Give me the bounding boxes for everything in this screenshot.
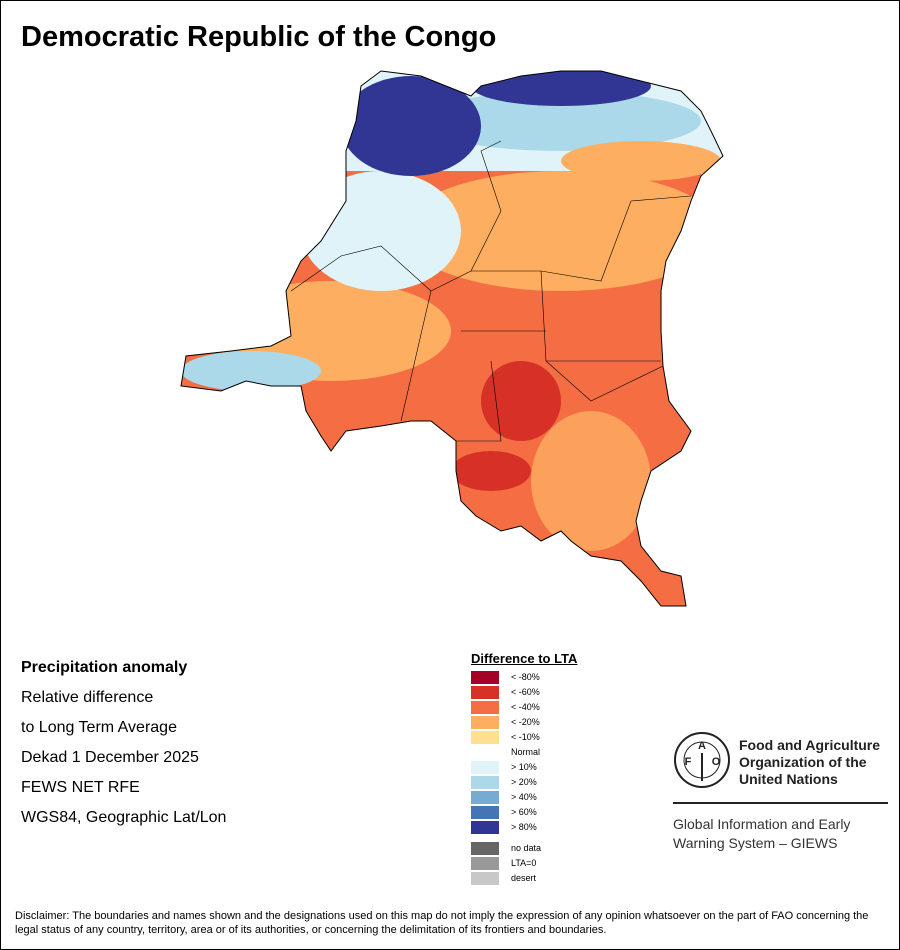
legend-label: > 40% xyxy=(511,792,537,802)
legend-label: desert xyxy=(511,873,537,883)
legend-label: < -20% xyxy=(511,717,540,727)
legend-swatch xyxy=(471,761,499,774)
legend-swatch xyxy=(471,686,499,699)
legend-label: LTA=0 xyxy=(511,858,537,868)
disclaimer: Disclaimer: The boundaries and names sho… xyxy=(15,910,869,936)
legend-label: > 60% xyxy=(511,807,537,817)
legend-label: > 10% xyxy=(511,762,537,772)
legend-item: < -40% xyxy=(471,700,577,715)
legend-swatch xyxy=(471,701,499,714)
legend-swatch xyxy=(471,821,499,834)
legend-item: < -80% xyxy=(471,670,577,685)
legend-label: < -80% xyxy=(511,672,540,682)
legend-label: > 20% xyxy=(511,777,537,787)
legend-swatch xyxy=(471,776,499,789)
info-measure: Relative difference xyxy=(21,689,154,706)
legend-swatch xyxy=(471,842,499,855)
legend-item: desert xyxy=(471,871,577,886)
drc-anomaly-map xyxy=(180,70,724,607)
info-source: FEWS NET RFE xyxy=(21,779,140,796)
giews-name: Global Information and Early Warning Sys… xyxy=(673,816,851,851)
legend-swatch xyxy=(471,731,499,744)
info-measure-2: to Long Term Average xyxy=(21,719,177,736)
map-title: Democratic Republic of the Congo xyxy=(21,21,497,53)
info-projection: WGS84, Geographic Lat/Lon xyxy=(21,809,227,826)
legend-swatch xyxy=(471,791,499,804)
fao-logo-icon: A F O xyxy=(674,732,730,788)
fao-logo-block: A F O Food and Agriculture Organization … xyxy=(673,731,888,851)
svg-text:F: F xyxy=(685,756,692,768)
anomaly-raster xyxy=(181,71,723,606)
info-product: Precipitation anomaly xyxy=(21,659,188,676)
legend-item: < -60% xyxy=(471,685,577,700)
legend-item: > 20% xyxy=(471,775,577,790)
country-border xyxy=(180,70,724,607)
legend-label: > 80% xyxy=(511,822,537,832)
legend-label: < -60% xyxy=(511,687,540,697)
legend-item: LTA=0 xyxy=(471,856,577,871)
info-period: Dekad 1 December 2025 xyxy=(21,749,199,766)
province-borders xyxy=(290,140,692,442)
legend-swatch xyxy=(471,857,499,870)
fao-name: Food and Agriculture Organization of the… xyxy=(739,737,881,787)
legend-swatch xyxy=(471,806,499,819)
legend-item: Normal xyxy=(471,745,577,760)
legend-label: no data xyxy=(511,843,542,853)
svg-text:O: O xyxy=(712,756,721,768)
legend-swatch xyxy=(471,671,499,684)
legend-swatch xyxy=(471,746,499,759)
legend-item: > 10% xyxy=(471,760,577,775)
legend-swatch xyxy=(471,872,499,885)
legend-label: < -10% xyxy=(511,732,540,742)
legend-item: no data xyxy=(471,841,577,856)
divider xyxy=(673,802,888,804)
legend-swatch xyxy=(471,716,499,729)
legend-item: > 80% xyxy=(471,820,577,835)
svg-text:A: A xyxy=(698,740,706,752)
legend-label: < -40% xyxy=(511,702,540,712)
legend-item: > 40% xyxy=(471,790,577,805)
legend-item: < -10% xyxy=(471,730,577,745)
legend: Difference to LTA < -80% < -60% < -40% < -2… xyxy=(471,651,577,886)
legend-item: > 60% xyxy=(471,805,577,820)
legend-item: < -20% xyxy=(471,715,577,730)
legend-title: Difference to LTA xyxy=(471,651,578,666)
legend-label: Normal xyxy=(511,747,541,757)
